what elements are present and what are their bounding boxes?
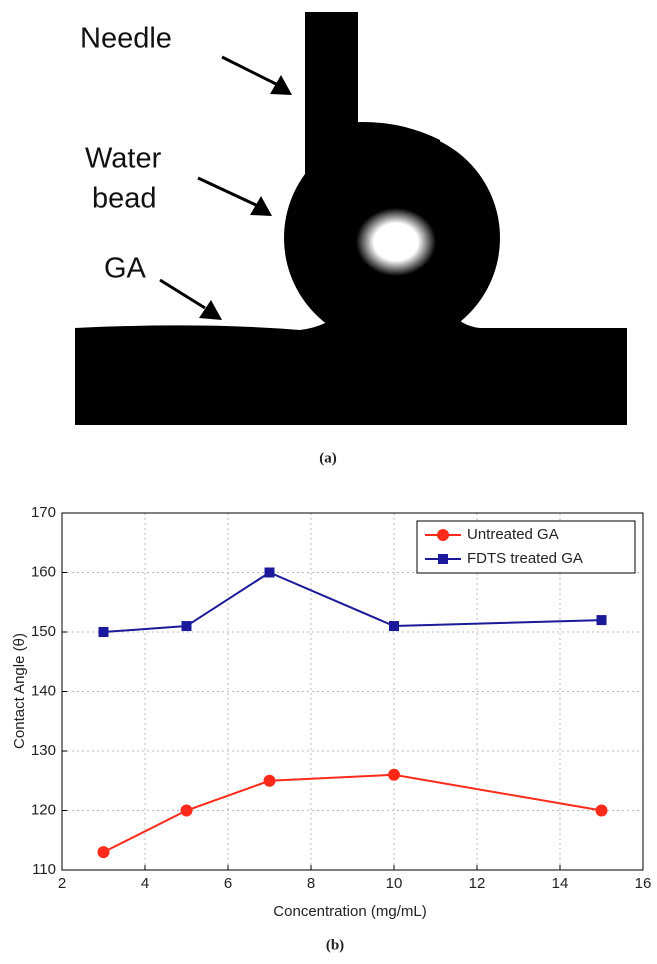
y-tick-label: 160 <box>31 563 56 580</box>
x-tick-label: 4 <box>141 875 149 892</box>
highlight <box>356 208 436 276</box>
substrate <box>75 310 627 425</box>
x-tick-label: 12 <box>469 875 486 892</box>
marker <box>389 621 399 632</box>
legend-label: Untreated GA <box>467 526 559 543</box>
label-ga: GA <box>104 253 147 285</box>
y-tick-label: 140 <box>31 682 56 699</box>
caption: (b) <box>326 937 344 953</box>
x-tick-label: 16 <box>635 875 652 892</box>
y-tick-label: 170 <box>31 504 56 521</box>
arrow <box>221 55 279 87</box>
arrow-head <box>270 75 292 95</box>
x-tick-label: 8 <box>307 875 315 892</box>
marker <box>264 567 275 578</box>
legend-marker <box>438 554 448 564</box>
marker <box>98 627 109 637</box>
arrow <box>197 176 257 207</box>
x-axis-label: Concentration (mg/mL) <box>273 903 426 920</box>
arrow-head <box>199 300 222 320</box>
marker <box>181 621 192 632</box>
marker <box>97 846 110 859</box>
x-tick-label: 6 <box>224 875 232 892</box>
arrow <box>159 278 206 310</box>
y-tick-label: 150 <box>31 623 56 640</box>
marker <box>263 774 276 787</box>
x-tick-label: 2 <box>58 875 66 892</box>
legend-box <box>416 520 636 574</box>
label-water-bead: bead <box>92 183 157 215</box>
label-water-bead: Water <box>85 143 162 175</box>
x-tick-label: 14 <box>552 875 569 892</box>
marker <box>388 768 400 781</box>
y-tick-label: 120 <box>31 801 56 818</box>
y-tick-label: 130 <box>31 742 56 759</box>
legend-marker <box>437 529 449 541</box>
plot-frame <box>61 512 644 871</box>
marker <box>180 804 193 817</box>
label-needle: Needle <box>80 23 172 55</box>
y-tick-label: 110 <box>32 861 56 878</box>
legend-label: FDTS treated GA <box>467 550 583 567</box>
y-axis-label: Contact Angle (θ) <box>11 633 28 749</box>
x-tick-label: 10 <box>386 875 403 892</box>
marker <box>595 804 608 817</box>
arrow-head <box>250 196 272 216</box>
marker <box>596 615 607 626</box>
caption: (a) <box>319 450 337 466</box>
droplet-image <box>75 12 627 425</box>
